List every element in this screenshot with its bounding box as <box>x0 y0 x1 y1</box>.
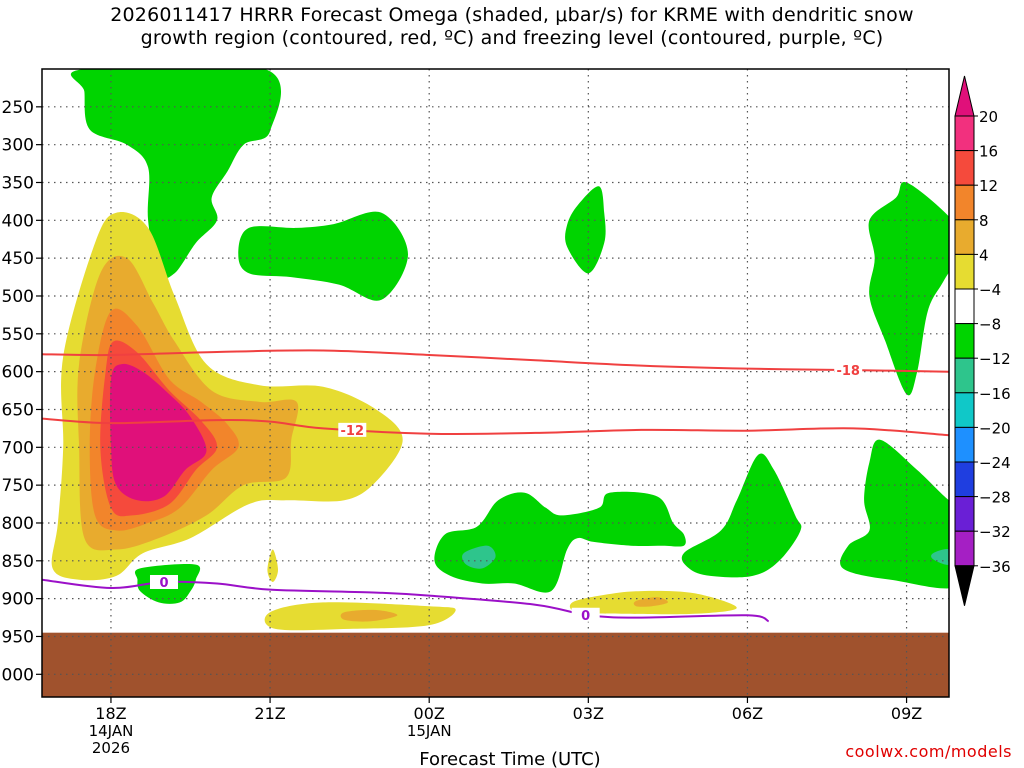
x-tick-label-21Z: 21Z <box>254 704 285 723</box>
y-tick-label-950: 950 <box>2 627 34 647</box>
chart-title-line-2: growth region (contoured, red, ºC) and f… <box>140 27 884 49</box>
y-tick-label-1000: 1000 <box>0 665 34 685</box>
omega-region-15 <box>340 609 398 622</box>
x-tick-sublabel-year: 2026 <box>92 739 130 757</box>
y-tick-label-800: 800 <box>2 514 34 534</box>
y-axis: 250 300 350 400 450 500 550 600 650 700 750 800 850 9… <box>0 98 42 685</box>
omega-region-0 <box>70 69 282 279</box>
colorbar-label-2: 12 <box>979 177 998 195</box>
contour-label-0-a: -18 <box>836 364 860 379</box>
colorbar-swatch-12 <box>954 530 975 567</box>
colorbar-label-0: 20 <box>979 108 998 126</box>
colorbar-label-13: −36 <box>979 558 1011 576</box>
y-tick-label-600: 600 <box>2 363 34 383</box>
colorbar-label-10: −24 <box>979 454 1011 472</box>
x-tick-label-18Z: 18Z <box>95 704 126 723</box>
colorbar-swatch-4 <box>954 253 975 290</box>
x-tick-sublabel-date: 14JAN <box>89 722 134 740</box>
colorbar-label-8: −16 <box>979 385 1011 403</box>
colorbar-label-9: −20 <box>979 419 1011 437</box>
omega-region-2 <box>565 186 606 274</box>
colorbar-label-11: −28 <box>979 489 1011 507</box>
credit-link[interactable]: coolwx.com/models <box>845 742 1012 761</box>
y-tick-label-450: 450 <box>2 249 34 269</box>
colorbar-label-5: −4 <box>979 281 1001 299</box>
gridlines <box>42 69 949 697</box>
plot-frame <box>41 68 950 698</box>
contour-label-bg <box>338 422 367 437</box>
colorbar-swatch-10 <box>954 461 975 498</box>
omega-region-19 <box>109 363 207 502</box>
contour--18C <box>42 349 949 373</box>
colorbar-swatch-3 <box>954 219 975 255</box>
y-tick-label-900: 900 <box>2 590 34 610</box>
y-tick-label-300: 300 <box>2 136 34 156</box>
omega-region-3 <box>868 181 949 396</box>
chart-title: 2026011417 HRRR Forecast Omega (shaded, … <box>0 4 1024 50</box>
y-tick-label-700: 700 <box>2 438 34 458</box>
colorbar-label-3: 8 <box>979 212 989 230</box>
x-tick-label-03Z: 03Z <box>573 704 604 723</box>
terrain-fill <box>42 632 949 697</box>
colorbar-swatch-11 <box>954 496 975 532</box>
contour-label-2-b: 0 <box>581 609 590 624</box>
omega-shading <box>51 69 949 631</box>
terrain-layer <box>42 632 949 697</box>
contour-label-bg <box>834 363 863 378</box>
colorbar-swatch-9 <box>954 426 975 463</box>
colorbar-swatch-8 <box>954 392 975 428</box>
y-tick-label-250: 250 <box>2 98 34 118</box>
contour--12C <box>42 417 949 437</box>
colorbar-bottom-arrow <box>954 565 975 606</box>
colorbar-label-1: 16 <box>979 143 998 161</box>
colorbar-label-6: −8 <box>979 316 1001 334</box>
omega-region-8 <box>462 545 496 569</box>
omega-region-5 <box>681 453 802 578</box>
colorbar-swatch-5 <box>954 288 975 325</box>
y-tick-label-750: 750 <box>2 476 34 496</box>
colorbar-legend: 20 16 12 8 4 −4 −8 −12 −16 −20 −24 −28 −32 −36 <box>954 75 1011 606</box>
colorbar-swatch-1 <box>954 150 975 186</box>
omega-region-9 <box>931 549 949 565</box>
contour-label-bg <box>149 574 178 589</box>
colorbar-swatch-7 <box>954 357 975 394</box>
x-tick-label-06Z: 06Z <box>732 704 763 723</box>
contour-lines: -18 -12 0 0 <box>42 349 949 624</box>
colorbar-label-7: −12 <box>979 350 1011 368</box>
x-tick-label-00Z: 00Z <box>414 704 445 723</box>
y-tick-label-500: 500 <box>2 287 34 307</box>
chart-title-line-1: 2026011417 HRRR Forecast Omega (shaded, … <box>110 4 914 26</box>
colorbar-swatch-0 <box>954 115 975 152</box>
x-axis-label: Forecast Time (UTC) <box>419 749 600 768</box>
y-tick-label-850: 850 <box>2 552 34 572</box>
contour-label-bg <box>571 607 600 622</box>
y-tick-label-400: 400 <box>2 211 34 231</box>
y-tick-label-350: 350 <box>2 173 34 193</box>
colorbar-label-4: 4 <box>979 246 989 264</box>
contour-label-2-a: 0 <box>159 576 168 591</box>
omega-region-16 <box>633 597 668 607</box>
x-tick-label-09Z: 09Z <box>891 704 922 723</box>
omega-region-1 <box>238 211 408 301</box>
y-tick-label-550: 550 <box>2 325 34 345</box>
x-tick-sublabel-date: 15JAN <box>407 722 452 740</box>
colorbar-swatch-2 <box>954 184 975 221</box>
colorbar-label-12: −32 <box>979 523 1011 541</box>
y-tick-label-650: 650 <box>2 400 34 420</box>
omega-region-6 <box>840 439 949 589</box>
colorbar-swatch-6 <box>954 323 975 359</box>
colorbar-top-arrow <box>954 75 975 117</box>
omega-region-4 <box>434 491 686 593</box>
contour-label-1-a: -12 <box>341 424 365 439</box>
